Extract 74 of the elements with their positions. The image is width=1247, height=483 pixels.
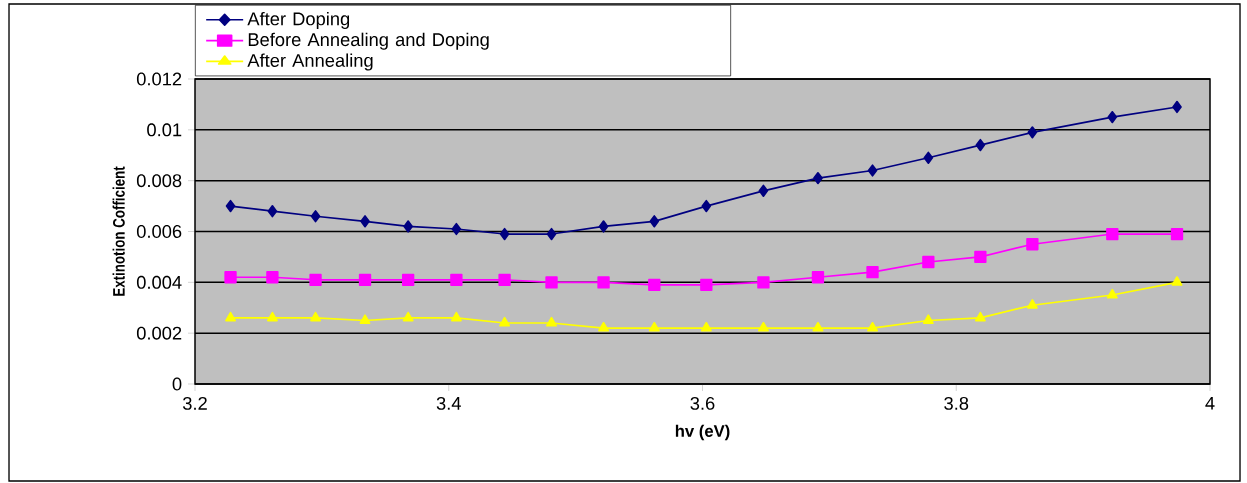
point [451,222,462,236]
point [266,271,279,284]
point [867,164,878,177]
x-tick-label: 3.8 [944,396,969,410]
y-tick-label: 0.01 [147,123,182,137]
point [597,276,610,289]
point [309,273,322,286]
point [450,311,462,322]
legend-label: After Doping [247,11,350,29]
point [1172,100,1182,114]
point [813,171,823,185]
point [812,321,824,332]
point [757,276,770,289]
point [401,273,415,286]
point [649,215,660,228]
x-axis-title: hv (eV) [675,424,730,441]
point [358,273,372,286]
y-axis-title: Extinotion Cofficient [112,166,125,296]
point [267,204,278,218]
point [403,220,413,233]
point [360,215,370,228]
point [975,138,986,152]
point [310,210,321,223]
point [757,321,769,332]
point [1026,299,1038,309]
y-tick-label: 0.006 [136,225,182,238]
y-tick-label: 0.002 [136,326,182,340]
x-tick-label: 3.6 [690,396,715,410]
point [1026,238,1039,251]
x-tick-label: 3.2 [182,396,207,410]
point [545,276,558,289]
point [1027,126,1038,139]
point [700,321,712,332]
point [546,227,557,241]
point [598,220,609,233]
point [1106,227,1119,241]
point [402,311,414,322]
point [310,311,321,322]
point [974,311,986,322]
point [648,278,661,292]
point [811,271,825,284]
point [1107,110,1118,124]
point [225,199,236,213]
legend-label: Before Annealing and Doping [248,32,489,50]
point [922,255,935,269]
point [700,278,713,292]
point [866,265,879,279]
legend-label: After Annealing [247,53,373,71]
y-tick-label: 0 [172,377,182,391]
point [546,316,557,327]
y-tick-label: 0.004 [136,275,182,289]
point [701,199,712,213]
point [867,321,878,332]
point [974,250,987,264]
point [499,316,511,327]
point [266,311,278,322]
point [923,151,934,164]
point [225,311,236,322]
point [1106,288,1118,299]
point [1170,227,1184,241]
point [359,314,371,324]
point [450,273,463,286]
point [224,271,237,284]
point [598,321,609,332]
point [922,314,934,324]
x-tick-label: 4 [1205,396,1215,410]
point [498,273,511,286]
point [648,321,660,332]
y-tick-label: 0.008 [136,174,182,188]
point [1171,276,1183,286]
y-tick-label: 0.012 [136,72,182,86]
point [499,227,510,241]
x-tick-label: 3.4 [436,396,461,410]
point [758,184,769,198]
